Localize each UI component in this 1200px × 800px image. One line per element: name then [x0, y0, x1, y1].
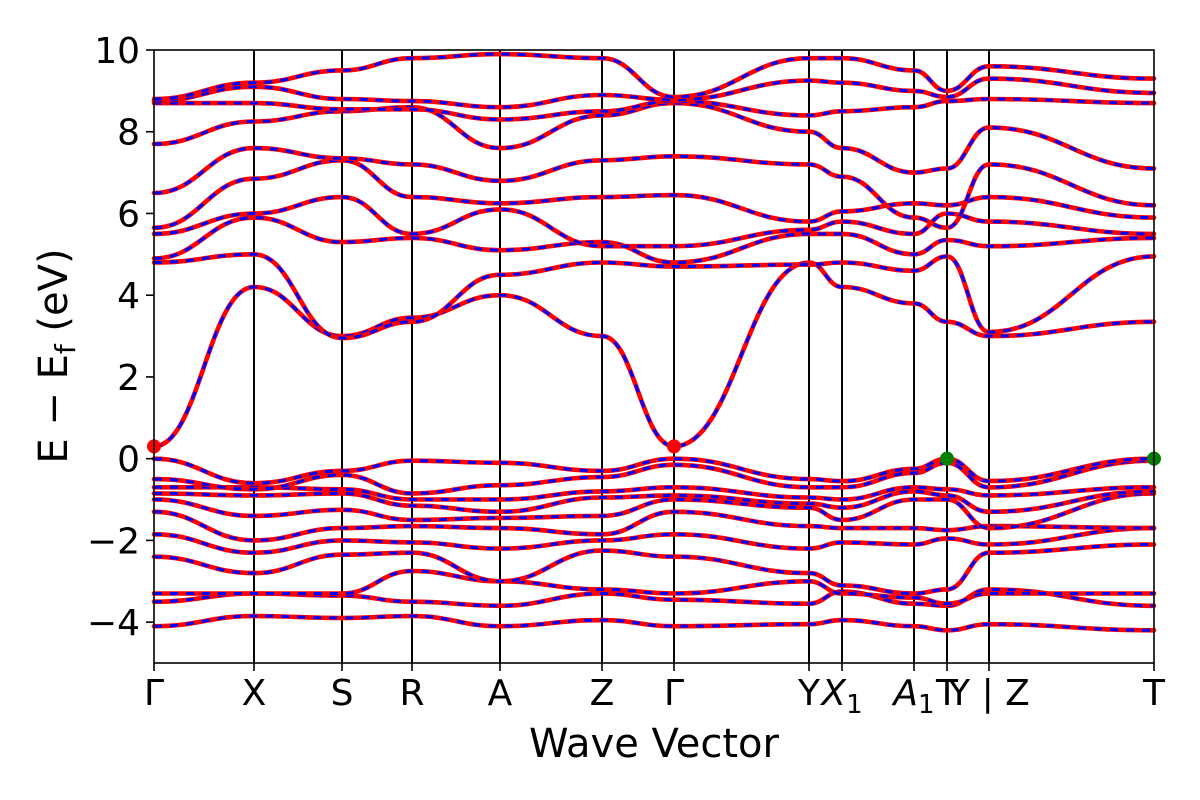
band-overlay-line-16: [153, 146, 1155, 230]
y-tick-label-0: −4: [87, 603, 140, 644]
x-tick-label-5: Z: [590, 673, 615, 714]
x-tick-label-9: A1: [891, 673, 934, 720]
band-line-0: [151, 613, 1157, 633]
x-tick-label-4: A: [488, 673, 513, 714]
band-overlay-line-4: [153, 526, 1155, 555]
x-axis-title: Wave Vector: [529, 721, 780, 767]
x-tick-label-12: T: [1142, 673, 1166, 714]
band-line-8: [151, 484, 1157, 502]
band-lines: [151, 51, 1157, 633]
band-overlay-line-18: [153, 97, 1155, 121]
band-overlay-line-19: [153, 77, 1155, 109]
y-axis-title-unit: (eV): [31, 248, 77, 344]
band-line-9: [151, 458, 1157, 496]
y-axis-title: E − Ef (eV): [31, 248, 82, 463]
band-line-12: [151, 252, 1157, 341]
band-overlay-line-3: [153, 543, 1155, 595]
band-overlay-line-7: [153, 489, 1155, 514]
vbm-marker-2: [940, 451, 954, 466]
band-line-17: [151, 100, 1157, 175]
x-tick-label-2: S: [331, 673, 354, 714]
y-tick-label-7: 10: [94, 31, 140, 72]
band-overlay-line-2: [153, 569, 1154, 606]
y-tick-label-3: 2: [117, 358, 140, 399]
x-tick-label-11: Y | Z: [947, 673, 1030, 714]
band-line-14: [151, 194, 1157, 249]
y-axis-title-main: E − E: [31, 354, 77, 464]
cbm-marker-1: [667, 439, 681, 454]
x-tick-label-10: T: [935, 673, 959, 714]
x-tick-label-8: X1: [819, 673, 862, 720]
y-tick-label-4: 4: [117, 276, 140, 317]
x-tick-label-6: Γ: [664, 673, 684, 714]
band-overlay-line-5: [153, 510, 1155, 542]
y-axis: −4 −2 0 2 4 6 8 10: [87, 31, 154, 644]
band-line-6: [151, 491, 1157, 531]
y-tick-label-5: 6: [117, 194, 140, 235]
kpoint-lines: [253, 50, 990, 663]
band-overlay-line-15: [153, 158, 1155, 230]
band-overlay-line-12: [153, 252, 1155, 340]
band-line-13: [151, 215, 1157, 265]
band-line-11: [151, 260, 1157, 449]
plot-frame: [153, 49, 1155, 664]
band-overlay-line-13: [153, 216, 1155, 264]
y-tick-label-2: 0: [117, 440, 140, 481]
band-line-20: [151, 51, 1157, 102]
y-axis-title-sub: f: [49, 343, 82, 354]
band-overlay-line-10: [153, 457, 1155, 485]
x-tick-label-0: Γ: [144, 673, 164, 714]
band-line-16: [151, 145, 1157, 231]
band-overlay-line-14: [153, 195, 1155, 248]
x-tick-label-1: X: [242, 673, 267, 714]
x-tick-label-7: Y: [797, 673, 821, 714]
y-tick-label-1: −2: [87, 521, 140, 562]
x-tick-label-3: R: [399, 673, 424, 714]
y-tick-label-6: 8: [117, 113, 140, 154]
band-overlay-line-11: [153, 261, 1155, 448]
